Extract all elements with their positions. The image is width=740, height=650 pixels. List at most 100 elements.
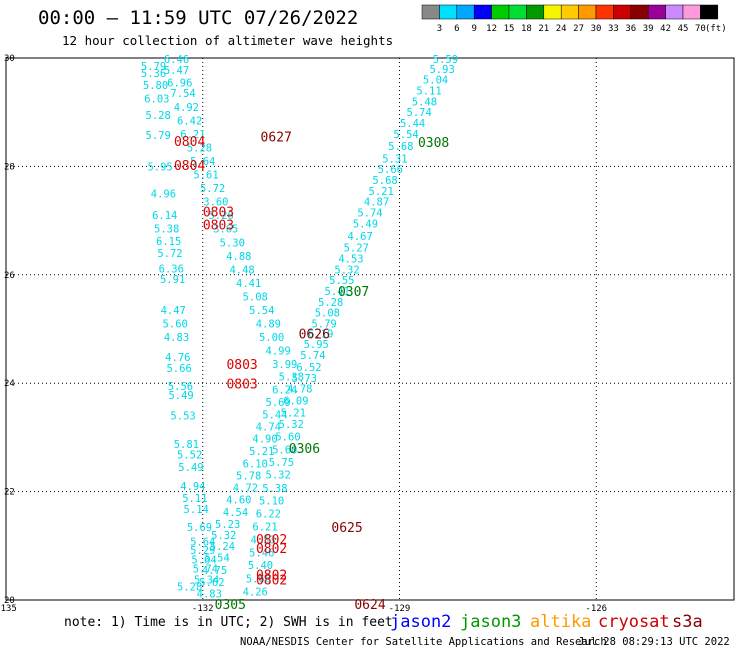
wave-height-value: 5.32 (211, 530, 236, 542)
wave-height-value: 5.40 (248, 560, 273, 572)
wave-height-value: 5.49 (353, 218, 378, 230)
wave-height-value: 6.10 (243, 458, 268, 470)
colorbar-swatch (543, 4, 562, 20)
wave-height-value: 4.90 (252, 433, 277, 445)
wave-height-value: 5.11 (182, 493, 207, 505)
wave-height-value: 5.28 (146, 110, 171, 122)
colorbar-swatch (682, 4, 701, 20)
wave-height-value: 5.72 (157, 248, 182, 260)
colorbar-label: 27 (573, 24, 584, 34)
wave-height-value: 6.14 (152, 210, 177, 222)
wave-height-value: 5.32 (334, 264, 359, 276)
y-tick-label: 28 (4, 162, 15, 172)
wave-height-value: 5.54 (393, 129, 418, 141)
satellite-legend: jason2 jason3 altika cryosat s3a (390, 612, 703, 632)
pass-time-label: 0305 (215, 598, 246, 613)
credit-text: NOAA/NESDIS Center for Satellite Applica… (240, 636, 607, 648)
colorbar-swatch (665, 4, 684, 20)
grid-lines (6, 58, 734, 600)
wave-height-value: 4.87 (364, 197, 389, 209)
wave-height-value: 5.79 (146, 130, 171, 142)
pass-time-label: 0803 (226, 378, 257, 393)
wave-height-value: 5.74 (407, 107, 432, 119)
wave-height-value: 5.34 (194, 574, 219, 586)
wave-height-value: 5.29 (190, 545, 215, 557)
wave-height-value: 4.94 (180, 481, 205, 493)
wave-height-value: 6.22 (256, 508, 281, 520)
colorbar-label: 24 (556, 24, 567, 34)
wave-height-value: 5.60 (275, 431, 300, 443)
wave-height-value: 5.49 (178, 462, 203, 474)
wave-height-value: 5.79 (311, 319, 336, 331)
satellite-legend-jason2: jason2 (390, 612, 451, 632)
wave-height-value: 5.95 (147, 161, 172, 173)
wave-height-value: 4.83 (197, 588, 222, 600)
wave-height-value: 5.30 (220, 237, 245, 249)
wave-height-value: 5.28 (177, 581, 202, 593)
wave-height-value: 5.21 (281, 407, 306, 419)
x-tick-label: -129 (389, 604, 411, 614)
colorbar-unit: (ft) (705, 24, 727, 34)
wave-height-value: 4.76 (165, 352, 190, 364)
wave-height-value: 4.88 (226, 251, 251, 263)
wave-height-value: 5.38 (154, 224, 179, 236)
wave-height-value: 4.47 (161, 305, 186, 317)
y-tick-label: 22 (4, 488, 15, 498)
wave-height-value: 6.15 (156, 236, 181, 248)
wave-height-value: 5.11 (416, 86, 441, 98)
chart-subtitle: 12 hour collection of altimeter wave hei… (62, 33, 393, 48)
wave-height-value: 6.96 (167, 77, 192, 89)
pass-time-label: 0803 (226, 358, 257, 373)
wave-height-value: 4.96 (151, 189, 176, 201)
wave-height-value: 5.80 (143, 80, 168, 92)
pass-time-label: 0624 (354, 598, 385, 613)
y-axis-ticks: 20 22 24 26 28 30 (4, 54, 15, 606)
colorbar-label: 6 (454, 24, 459, 34)
pass-time-label: 0627 (261, 131, 292, 146)
wave-height-value: 6.46 (164, 54, 189, 66)
wave-height-value: 4.26 (243, 586, 268, 598)
wave-height-value: 5.66 (166, 363, 191, 375)
colorbar-label: 3 (437, 24, 442, 34)
generated-timestamp: Jul 28 08:29:13 UTC 2022 (578, 636, 730, 648)
pass-time-label: 0626 (299, 327, 330, 342)
wave-height-value: 5.61 (193, 170, 218, 182)
wave-height-value: 5.66 (246, 573, 271, 585)
colorbar-swatch (439, 4, 458, 20)
y-tick-label: 24 (4, 379, 15, 389)
wave-height-value: 5.31 (382, 153, 407, 165)
wave-height-value: 5.21 (369, 186, 394, 198)
wave-height-value: 5.56 (168, 381, 193, 393)
pass-time-label: 0625 (331, 521, 362, 536)
wave-height-value: 4.53 (250, 534, 275, 546)
wave-height-value: 5.52 (177, 450, 202, 462)
time-title: 00:00 – 11:59 UTC 07/26/2022 (38, 7, 358, 29)
wave-height-value: 5.24 (210, 541, 235, 553)
colorbar-swatch (560, 4, 579, 20)
wave-height-value: 7.54 (170, 88, 195, 100)
colorbar-label: 70 (695, 24, 706, 34)
wave-height-value: 6.03 (144, 94, 169, 106)
y-tick-label: 26 (4, 271, 15, 281)
wave-height-value: 5.64 (190, 156, 215, 168)
pass-time-label: 0804 (174, 135, 205, 150)
colorbar-swatch (630, 4, 649, 20)
wave-height-value: 5.75 (269, 457, 294, 469)
wave-height-value: 4.67 (348, 231, 373, 243)
colorbar-label: 45 (678, 24, 689, 34)
wave-height-value: 4.74 (256, 422, 281, 434)
pass-time-label: 0802 (256, 542, 287, 557)
colorbar-swatch (578, 4, 597, 20)
wave-height-value: 5.47 (164, 65, 189, 77)
pass-time-label: 0803 (203, 205, 234, 220)
wave-height-value: 5.10 (259, 495, 284, 507)
wave-height-value: 5.48 (412, 96, 437, 108)
wave-height-value: 5.64 (191, 554, 216, 566)
satellite-legend-altika: altika (530, 612, 591, 632)
wave-height-value: 5.60 (163, 319, 188, 331)
wave-height-value: 5.36 (141, 68, 166, 80)
x-axis-ticks: -135-132-129-126-123-120 (0, 604, 607, 614)
wave-height-value: 4.48 (229, 264, 254, 276)
colorbar-swatch (473, 4, 492, 20)
wave-height-value: 5.32 (266, 469, 291, 481)
